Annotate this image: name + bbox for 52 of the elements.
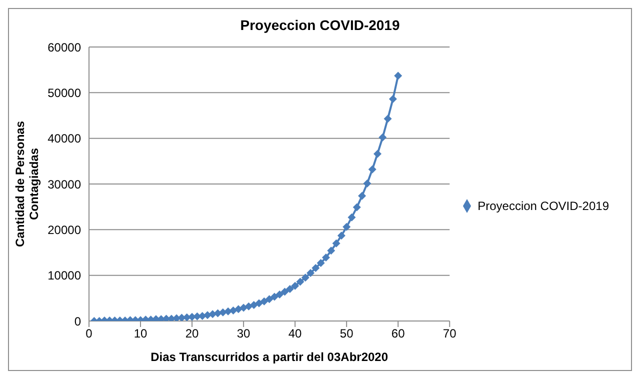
point [312,264,320,272]
point [358,192,366,200]
point [348,213,356,222]
x-tick-label: 20 [185,326,200,341]
point [306,269,315,278]
point [250,301,258,310]
point [265,295,274,304]
point [229,306,238,314]
y-tick-label: 30000 [48,177,82,192]
point [352,203,361,212]
point [291,282,300,290]
y-axis-title: Cantidad de Personas Contagiadas [13,120,41,248]
point [316,259,325,268]
point [296,278,304,286]
x-axis-title: Dias Transcurridos a partir del 03Abr2020 [150,350,388,364]
legend-label: Proyeccion COVID-2019 [478,198,609,213]
point [240,304,248,312]
chart-title: Proyeccion COVID-2019 [239,16,401,35]
point [255,299,263,308]
point [342,222,351,231]
x-tick-label: 60 [391,326,406,341]
point [322,254,330,262]
y-tick-label: 0 [74,314,82,328]
point [280,288,289,296]
point [270,292,278,301]
point [363,180,372,188]
y-tick-label: 20000 [48,222,82,237]
point [332,239,340,248]
point [208,310,217,318]
y-tick-label: 60000 [48,40,82,54]
x-tick-label: 30 [236,326,251,341]
y-tick-label: 10000 [48,268,82,283]
point [244,302,253,310]
point [301,274,310,282]
y-tick-label: 50000 [48,86,82,100]
point [286,285,294,294]
point [260,297,268,306]
x-tick-label: 0 [86,326,93,341]
x-tick-label: 10 [134,326,148,341]
x-tick-label: 50 [340,326,354,341]
point [327,246,336,255]
point [394,72,402,80]
x-tick-label: 40 [288,326,302,341]
point [276,290,284,299]
point [373,150,382,158]
y-tick-label: 40000 [48,132,82,146]
point [378,133,387,142]
point [384,114,392,123]
x-tick-label: 70 [442,326,457,341]
point [368,165,376,174]
point [388,95,397,104]
point [337,232,346,240]
